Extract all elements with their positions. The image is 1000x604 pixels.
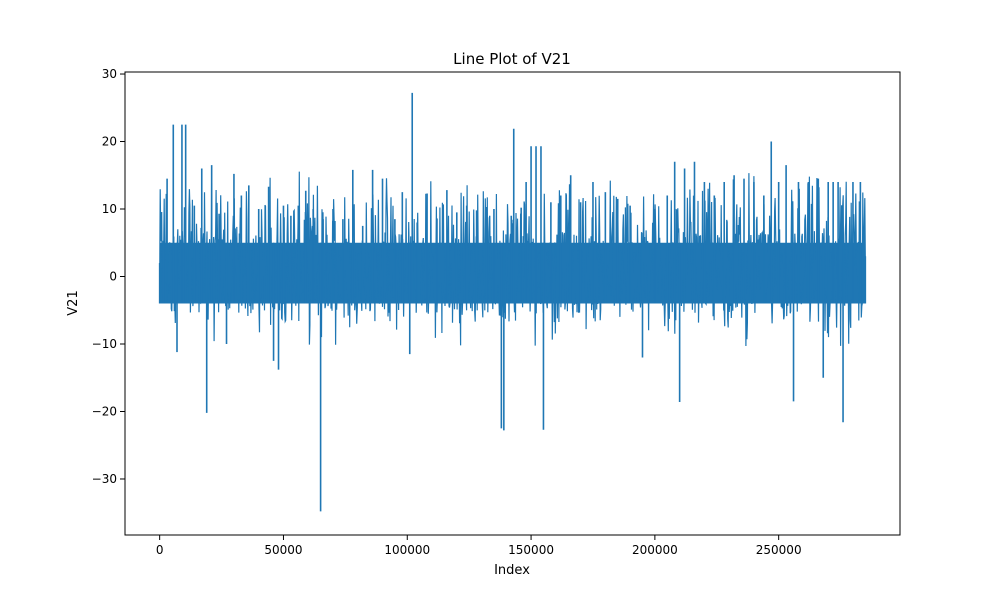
chart-title: Line Plot of V21 <box>453 50 571 68</box>
y-tick-label: 0 <box>109 270 117 284</box>
y-tick-label: −20 <box>92 404 117 418</box>
y-tick-label: 10 <box>102 202 117 216</box>
plot-content <box>158 92 867 512</box>
x-tick-label: 50000 <box>264 543 302 557</box>
x-axis-label: Index <box>494 563 530 578</box>
x-axis: 0 50000 100000 150000 200000 250000 <box>156 535 802 557</box>
y-tick-label: 30 <box>102 67 117 81</box>
x-tick-label: 150000 <box>508 543 554 557</box>
y-tick-label: −30 <box>92 472 117 486</box>
y-tick-label: 20 <box>102 135 117 149</box>
x-tick-label: 200000 <box>632 543 678 557</box>
x-tick-label: 250000 <box>756 543 802 557</box>
y-axis-label: V21 <box>66 290 81 315</box>
series-noise-line <box>159 171 866 347</box>
plot-frame <box>124 71 901 536</box>
y-tick-label: −10 <box>92 337 117 351</box>
x-tick-label: 100000 <box>384 543 430 557</box>
y-axis: −30 −20 −10 0 10 20 30 <box>92 67 125 486</box>
x-tick-label: 0 <box>156 543 164 557</box>
